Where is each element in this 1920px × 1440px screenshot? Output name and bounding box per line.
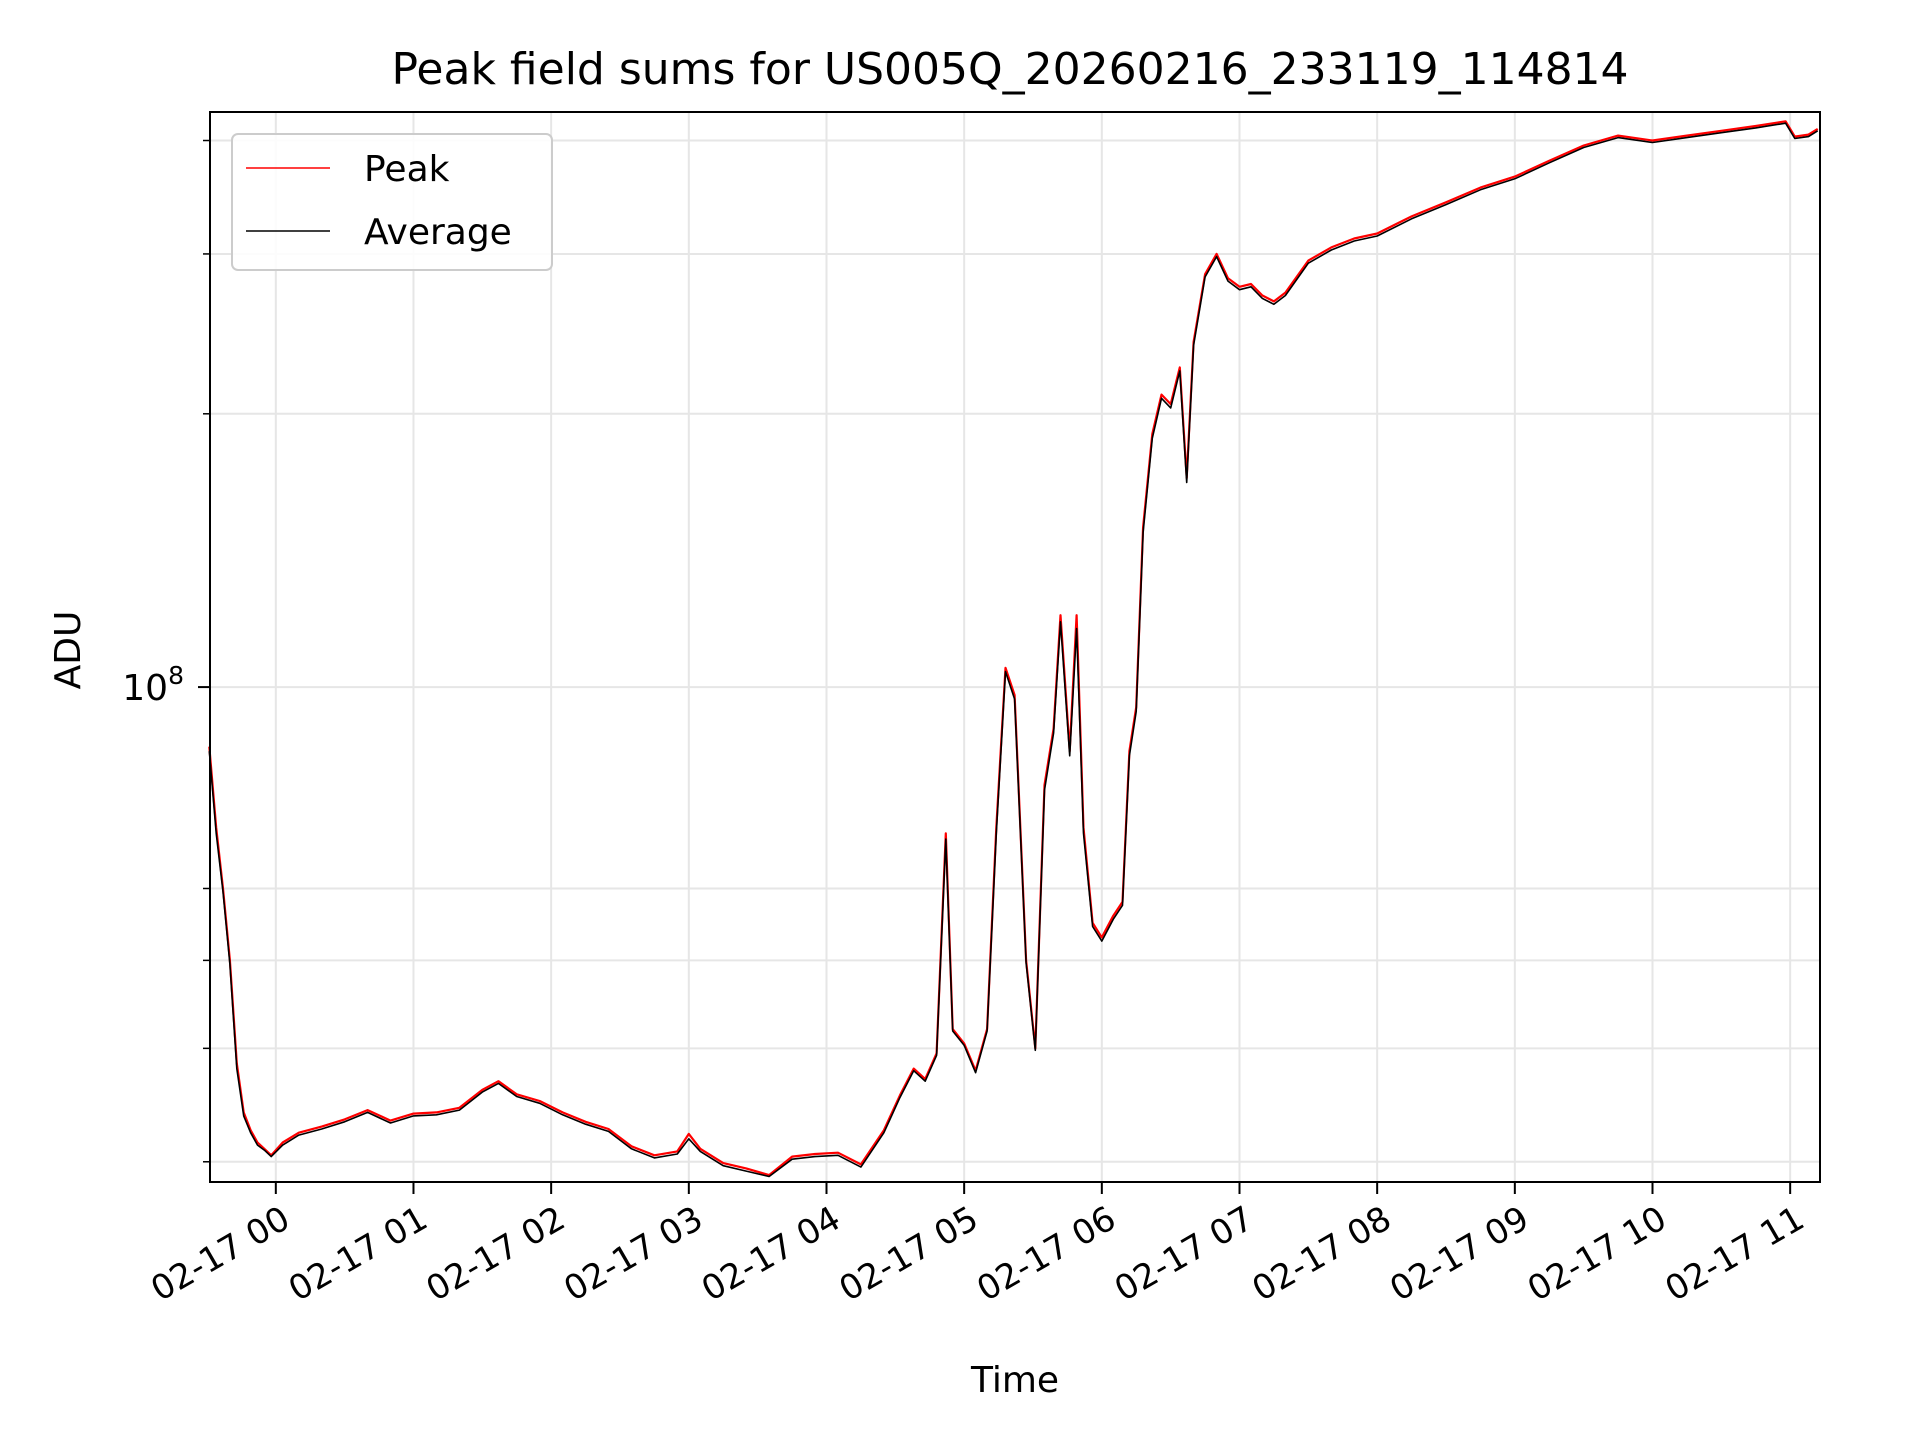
plot-frame — [209, 111, 1821, 1183]
legend-label-average: Average — [364, 212, 512, 253]
y-tick-label: 108 — [122, 661, 184, 709]
legend-label-peak: Peak — [364, 149, 450, 190]
y-axis-label: ADU — [48, 611, 89, 690]
series-layer — [208, 120, 1819, 1178]
x-axis-label: Time — [970, 1360, 1059, 1401]
chart-title: Peak field sums for US005Q_20260216_2331… — [391, 44, 1628, 95]
legend: Peak Average — [231, 133, 553, 271]
series-line-average — [208, 122, 1819, 1178]
y-axis: 108 — [122, 139, 210, 1163]
series-line-peak — [208, 120, 1819, 1177]
